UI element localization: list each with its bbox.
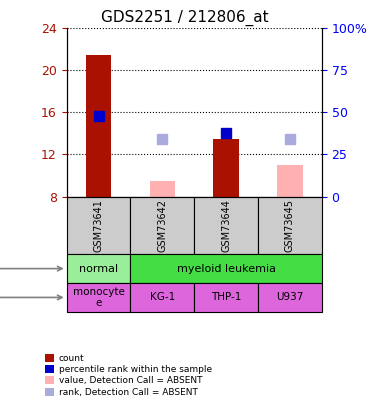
Legend: count, percentile rank within the sample, value, Detection Call = ABSENT, rank, : count, percentile rank within the sample… bbox=[41, 350, 215, 401]
FancyBboxPatch shape bbox=[194, 283, 258, 312]
Text: cell line: cell line bbox=[0, 292, 62, 303]
Text: myeloid leukemia: myeloid leukemia bbox=[176, 264, 276, 274]
FancyBboxPatch shape bbox=[130, 283, 194, 312]
Text: GSM73645: GSM73645 bbox=[285, 199, 295, 252]
FancyBboxPatch shape bbox=[194, 196, 258, 254]
Bar bbox=[149, 181, 175, 196]
Bar bbox=[86, 55, 111, 196]
FancyBboxPatch shape bbox=[67, 254, 130, 283]
Text: KG-1: KG-1 bbox=[150, 292, 175, 303]
Text: disease state: disease state bbox=[0, 264, 62, 274]
FancyBboxPatch shape bbox=[258, 196, 322, 254]
Text: GSM73642: GSM73642 bbox=[157, 199, 167, 252]
Text: GSM73644: GSM73644 bbox=[221, 199, 231, 252]
Bar bbox=[277, 165, 303, 196]
FancyBboxPatch shape bbox=[67, 196, 130, 254]
Bar bbox=[213, 139, 239, 196]
Text: THP-1: THP-1 bbox=[211, 292, 241, 303]
FancyBboxPatch shape bbox=[258, 283, 322, 312]
FancyBboxPatch shape bbox=[130, 254, 322, 283]
Text: monocyte
e: monocyte e bbox=[73, 287, 124, 308]
Text: U937: U937 bbox=[276, 292, 304, 303]
FancyBboxPatch shape bbox=[67, 283, 130, 312]
Text: GSM73641: GSM73641 bbox=[94, 199, 104, 252]
Text: GDS2251 / 212806_at: GDS2251 / 212806_at bbox=[101, 10, 269, 26]
Text: normal: normal bbox=[79, 264, 118, 274]
FancyBboxPatch shape bbox=[130, 196, 194, 254]
